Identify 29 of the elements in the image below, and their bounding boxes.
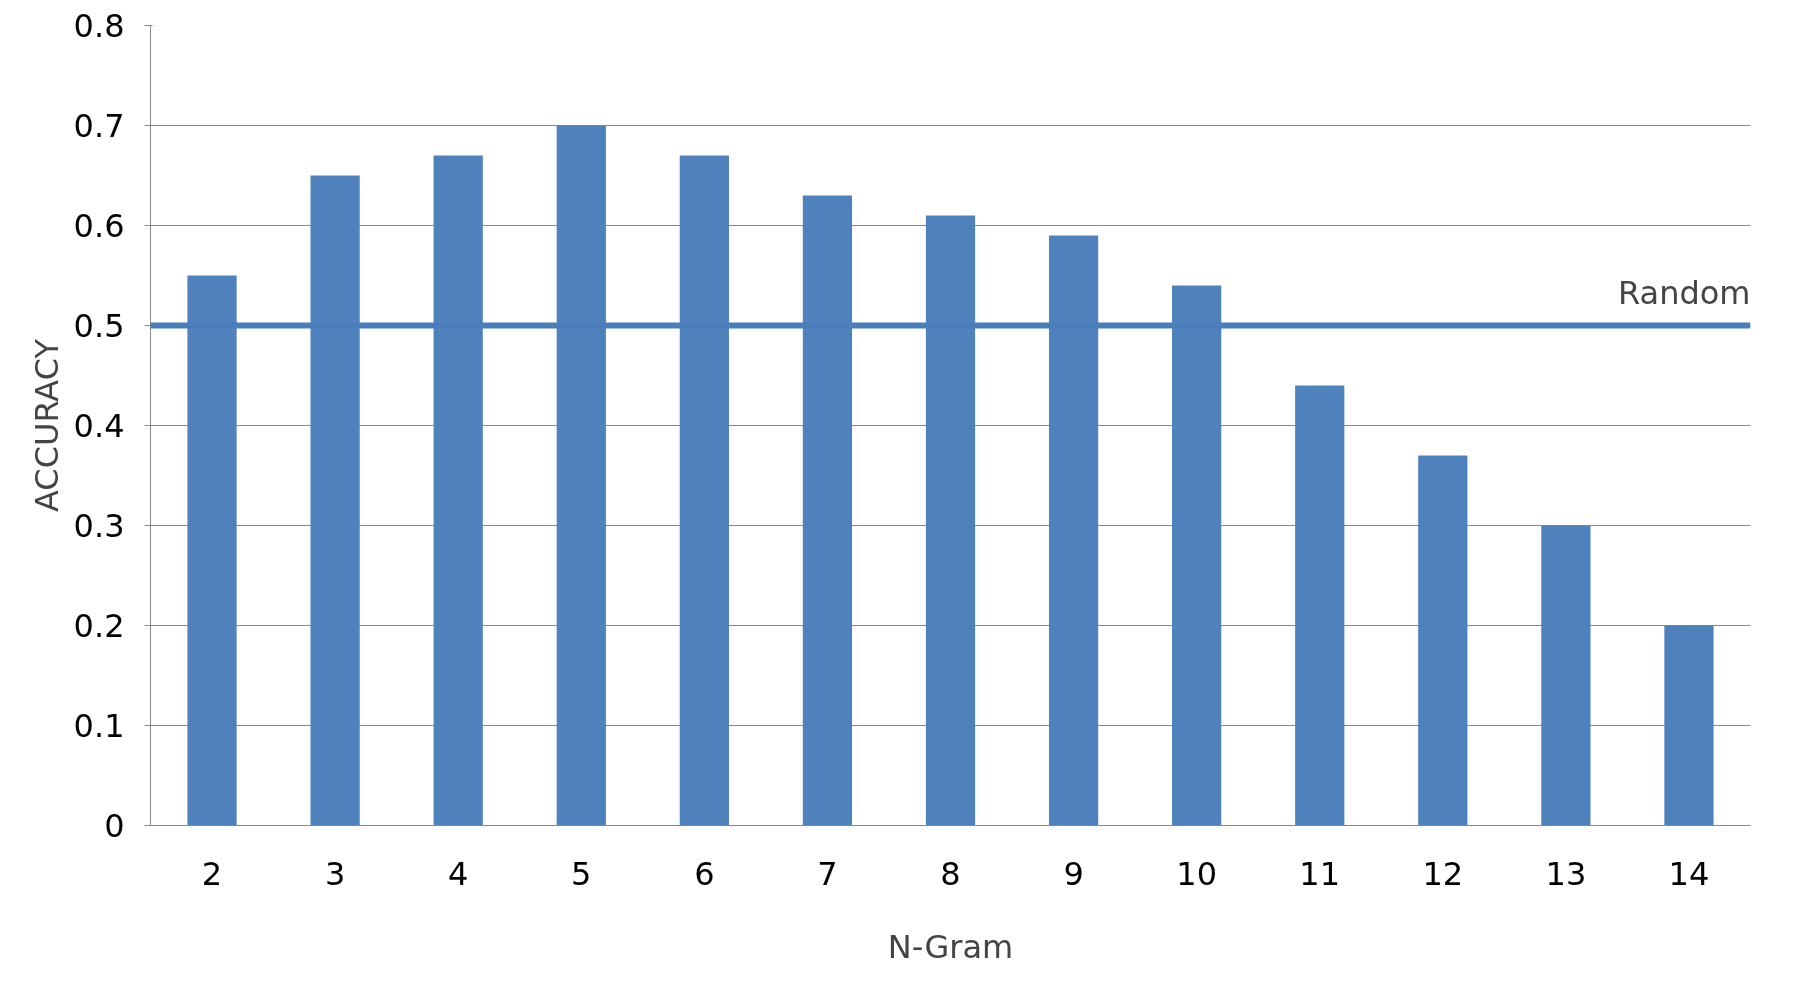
x-tick-label: 7 [817,854,838,893]
y-tick-label: 0.5 [73,307,125,345]
x-tick-label: 8 [940,854,961,893]
x-axis-title: N-Gram [887,927,1014,966]
x-tick-label: 6 [694,854,715,893]
y-tick-label: 0.4 [73,407,125,445]
x-tick-label: 11 [1299,854,1341,893]
x-tick-label: 4 [448,854,469,893]
y-tick-label: 0.1 [73,707,125,745]
x-tick-label: 2 [201,854,223,893]
y-tick-label: 0.7 [73,107,125,145]
bar [1295,385,1345,826]
bar [1664,625,1714,826]
y-axis-title: ACCURACY [27,338,66,513]
x-tick-label: 10 [1176,854,1218,893]
x-tick-label: 3 [324,854,346,893]
x-tick-label: 12 [1422,854,1464,893]
bar [1418,455,1468,826]
x-tick-label: 9 [1063,854,1084,893]
y-tick-label: 0.2 [73,607,125,645]
x-tick-label: 5 [571,854,592,893]
x-tick-label: 13 [1545,854,1587,893]
bar [1541,525,1591,826]
y-tick-label: 0.6 [73,207,125,245]
y-tick-label: 0.3 [73,507,125,545]
x-tick-label: 14 [1668,854,1710,893]
ref-line-label: Random [1618,273,1751,312]
y-tick-label: 0 [104,807,125,845]
y-tick-label: 0.8 [73,7,125,45]
